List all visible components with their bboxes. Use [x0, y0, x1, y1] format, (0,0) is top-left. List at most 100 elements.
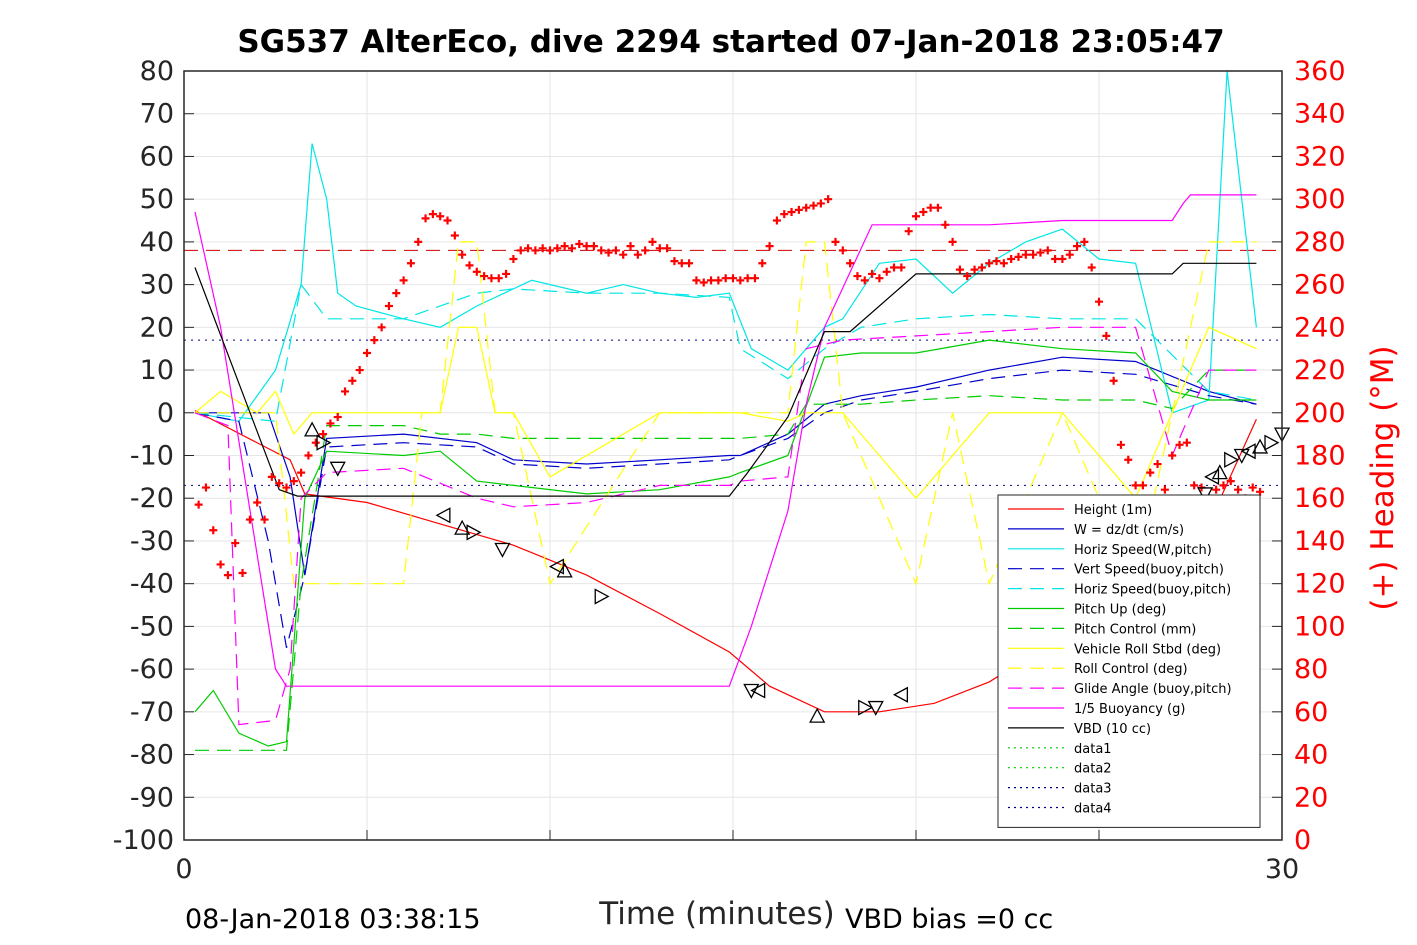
- heading-point: [494, 274, 503, 283]
- legend-label: Vert Speed(buoy,pitch): [1074, 563, 1224, 578]
- heading-point: [399, 276, 408, 285]
- legend-label: data3: [1074, 782, 1112, 797]
- heading-point: [1095, 297, 1103, 306]
- heading-point: [436, 212, 445, 221]
- y-tick-label: 20: [140, 312, 174, 343]
- heading-point: [502, 269, 511, 278]
- height-marker: [1233, 448, 1250, 464]
- y-tick-label: -90: [130, 782, 174, 813]
- y-right-tick-label: 340: [1294, 99, 1346, 130]
- heading-point: [319, 430, 328, 439]
- heading-point: [831, 237, 840, 246]
- heading-point: [546, 246, 554, 255]
- heading-point: [1102, 331, 1111, 340]
- legend-label: data1: [1074, 742, 1112, 757]
- height-marker: [1240, 443, 1256, 460]
- heading-point: [692, 276, 701, 285]
- y-right-tick-label: 260: [1294, 270, 1346, 301]
- height-marker: [329, 461, 346, 477]
- heading-point: [816, 199, 825, 208]
- heading-point: [355, 366, 364, 375]
- series-line-1: [195, 356, 1257, 576]
- heading-point: [297, 468, 306, 477]
- heading-point: [1065, 250, 1074, 259]
- heading-point: [363, 348, 371, 357]
- y-tick-label: -80: [130, 740, 174, 771]
- heading-point: [589, 242, 598, 251]
- height-marker: [1224, 451, 1240, 468]
- height-marker: [858, 699, 874, 716]
- y-right-tick-label: 360: [1294, 56, 1346, 87]
- series-line-5: [194, 339, 1257, 747]
- heading-point: [970, 265, 979, 274]
- heading-point: [377, 323, 386, 332]
- heading-point: [1190, 481, 1199, 490]
- heading-point: [275, 479, 284, 488]
- heading-point: [370, 336, 379, 345]
- y-tick-label: -100: [113, 825, 174, 856]
- heading-point: [1029, 250, 1038, 259]
- y-right-tick-label: 160: [1294, 483, 1346, 514]
- heading-point: [253, 498, 262, 507]
- y-tick-label: -40: [130, 569, 174, 600]
- heading-point: [758, 259, 767, 268]
- heading-point: [802, 203, 811, 212]
- heading-point: [567, 244, 576, 253]
- heading-point: [289, 477, 298, 486]
- y-right-tick-label: 180: [1294, 441, 1346, 472]
- heading-point: [282, 483, 291, 492]
- heading-point: [860, 276, 869, 285]
- heading-point: [772, 216, 781, 225]
- y-right-tick-label: 240: [1294, 312, 1346, 343]
- heading-point: [245, 515, 254, 524]
- legend-label: data4: [1074, 802, 1112, 817]
- heading-point: [714, 276, 723, 285]
- y-tick-label: -10: [130, 441, 174, 472]
- heading-point: [516, 246, 525, 255]
- heading-point: [685, 259, 694, 268]
- heading-point: [1219, 481, 1228, 490]
- height-marker: [1251, 438, 1269, 454]
- heading-point: [1051, 254, 1060, 263]
- heading-point: [458, 250, 467, 259]
- heading-point: [1160, 485, 1169, 494]
- heading-point: [1087, 263, 1096, 272]
- series-line-11: [194, 262, 1257, 497]
- y-right-tick-label: 40: [1294, 740, 1328, 771]
- y-tick-label: 50: [140, 184, 174, 215]
- heading-point: [384, 301, 393, 310]
- heading-point: [443, 216, 452, 225]
- height-marker: [316, 434, 332, 451]
- heading-point: [1043, 246, 1052, 255]
- heading-point: [780, 210, 789, 219]
- heading-point: [348, 376, 357, 385]
- heading-point: [1256, 487, 1265, 496]
- heading-point: [341, 387, 350, 396]
- height-marker: [1197, 487, 1214, 503]
- legend-label: data2: [1074, 762, 1112, 777]
- heading-point: [238, 568, 247, 577]
- heading-point: [465, 261, 474, 270]
- heading-point: [194, 500, 203, 509]
- heading-point: [919, 207, 928, 216]
- heading-point: [231, 539, 240, 548]
- heading-point: [868, 269, 877, 278]
- y-right-tick-label: 220: [1294, 355, 1346, 386]
- legend-label: Horiz Speed(buoy,pitch): [1074, 583, 1231, 598]
- heading-point: [897, 263, 906, 272]
- heading-point: [1248, 483, 1257, 492]
- y-tick-label: 0: [157, 398, 174, 429]
- heading-point: [597, 246, 606, 255]
- heading-point: [1182, 438, 1191, 447]
- legend-label: Glide Angle (buoy,pitch): [1074, 682, 1232, 697]
- heading-point: [670, 257, 679, 266]
- heading-point: [765, 242, 774, 251]
- heading-point: [560, 242, 569, 251]
- y-right-tick-label: 60: [1294, 697, 1328, 728]
- heading-point: [216, 560, 225, 569]
- height-marker: [494, 542, 511, 558]
- height-marker: [1204, 468, 1220, 485]
- heading-point: [941, 220, 950, 229]
- heading-point: [794, 205, 803, 214]
- heading-point: [1007, 254, 1016, 263]
